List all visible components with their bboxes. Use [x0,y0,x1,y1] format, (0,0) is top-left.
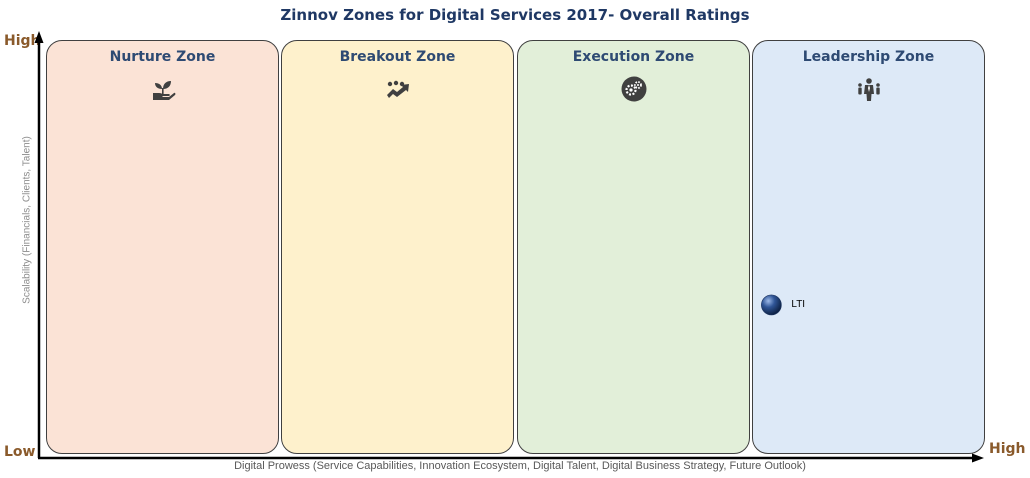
zone-nurture: Nurture Zone [46,40,279,454]
chart-title: Zinnov Zones for Digital Services 2017- … [280,6,750,24]
zone-title: Nurture Zone [109,49,216,65]
y-axis [34,31,44,458]
x-axis-title: Digital Prowess (Service Capabilities, I… [234,460,806,472]
zone-title: Execution Zone [572,49,695,65]
plant-in-hand-icon [152,81,175,100]
y-axis-low-label: Low [4,444,36,460]
zone-leadership: Leadership Zone [752,40,985,454]
gears-icon [621,76,646,102]
zone-breakout: Breakout Zone [281,40,514,454]
zone-execution: Execution Zone [517,40,750,454]
y-axis-high-label: High [4,33,41,49]
people-rising-arrow-icon [386,80,409,98]
x-axis [38,453,984,463]
zone-title: Breakout Zone [339,49,456,65]
data-point-label: LTI [791,298,806,310]
x-axis-high-label: High [989,441,1026,457]
data-point-lti [761,294,782,316]
leader-group-icon [857,78,880,101]
zone-title: Leadership Zone [802,49,935,65]
